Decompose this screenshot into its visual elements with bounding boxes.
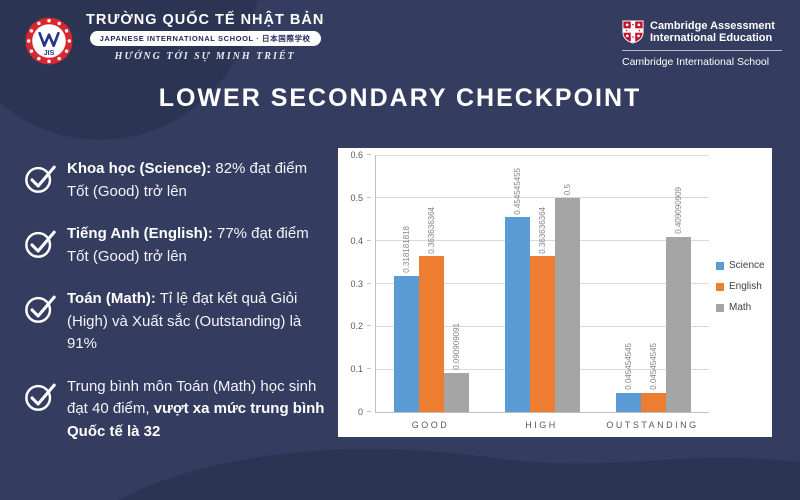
- cambridge-divider: [622, 50, 782, 52]
- bar-science-outstanding: [616, 392, 641, 412]
- checklist-bold: Tiếng Anh (English):: [67, 225, 213, 242]
- y-axis-label: 0.4: [350, 235, 363, 246]
- bar-science-high: [505, 217, 530, 412]
- school-subtitle: JAPANESE INTERNATIONAL SCHOOL · 日本国際学校: [89, 31, 321, 46]
- checklist-text: Toán (Math): Tỉ lệ đạt kết quả Giỏi (Hig…: [67, 288, 332, 356]
- cambridge-line1: Cambridge Assessment: [650, 20, 775, 32]
- gridline: [376, 154, 709, 156]
- check-icon: [25, 383, 56, 411]
- checklist-normal: 82% đạt điểm Tốt (Good) trở lên: [67, 160, 308, 200]
- bar-english-good: [419, 256, 444, 412]
- legend-swatch: [716, 282, 724, 291]
- bar-value-label: 0.5: [562, 183, 572, 195]
- checklist-text: Tiếng Anh (English): 77% đạt điểm Tốt (G…: [67, 223, 332, 268]
- y-axis-label: 0.5: [350, 192, 363, 203]
- bar-math-outstanding: [666, 236, 691, 412]
- plot-area: 0.318181818 0.363636364 0.090909091 0.45454…: [375, 154, 709, 413]
- bar-value-label: 0.363636364: [537, 206, 547, 254]
- legend-item-english: English: [716, 281, 765, 292]
- bar-science-good: [394, 275, 419, 412]
- gridline: [376, 197, 709, 199]
- check-icon: [25, 165, 56, 193]
- checklist-normal: Tỉ lệ đạt kết quả Giỏi (High) và Xuất sắ…: [67, 290, 302, 352]
- school-header: JIS TRƯỜNG QUỐC TẾ NHẬT BẢN JAPANESE INT…: [24, 12, 324, 66]
- school-motto: HƯỚNG TỚI SỰ MINH TRIẾT: [114, 51, 296, 62]
- y-axis-label: 0: [357, 407, 363, 417]
- checklist-normal: Trung bình môn Toán (Math) học sinh đạt …: [67, 377, 317, 418]
- y-tick: [367, 154, 371, 155]
- checklist-item-english: Tiếng Anh (English): 77% đạt điểm Tốt (G…: [24, 223, 332, 268]
- y-tick: [367, 239, 371, 241]
- checklist-item-math-rate: Toán (Math): Tỉ lệ đạt kết quả Giỏi (Hig…: [24, 288, 332, 356]
- chart-legend: Science English Math: [716, 260, 765, 313]
- cambridge-shield-icon: [622, 20, 644, 44]
- checklist-item-science: Khoa học (Science): 82% đạt điểm Tốt (Go…: [24, 158, 332, 203]
- x-axis-label: HIGH: [525, 420, 558, 430]
- bar-value-label: 0.090909091: [451, 323, 461, 371]
- y-axis-label: 0.1: [350, 364, 363, 375]
- bar-value-label: 0.318181818: [401, 226, 411, 273]
- x-axis-label: OUTSTANDING: [606, 420, 699, 430]
- y-tick: [367, 411, 371, 412]
- y-axis-label: 0.2: [350, 321, 363, 332]
- bar-english-high: [530, 256, 555, 412]
- y-axis-label: 0.3: [350, 278, 363, 289]
- page-title: LOWER SECONDARY CHECKPOINT: [158, 84, 642, 112]
- legend-item-math: Math: [716, 302, 765, 313]
- checklist-bold: vượt xa mức trung bình Quốc tế là 32: [67, 400, 325, 440]
- checklist-normal: 77% đạt điểm Tốt (Good) trở lên: [67, 225, 309, 265]
- bar-value-label: 0.409090909: [673, 187, 683, 234]
- school-name: TRƯỜNG QUỐC TẾ NHẬT BẢN: [86, 12, 325, 28]
- bar-english-outstanding: [641, 392, 666, 412]
- check-icon: [25, 295, 56, 323]
- gridline: [376, 240, 709, 242]
- legend-label: Math: [729, 302, 752, 313]
- school-logo-icon: JIS: [25, 17, 73, 65]
- y-axis-label: 0.6: [350, 150, 363, 160]
- cambridge-line2: International Education: [650, 32, 773, 45]
- legend-swatch: [716, 261, 724, 270]
- y-tick: [367, 325, 371, 327]
- x-axis-labels: GOOD HIGH OUTSTANDING: [375, 420, 708, 434]
- cambridge-header: Cambridge Assessment International Educa…: [622, 20, 782, 68]
- checklist-text: Trung bình môn Toán (Math) học sinh đạt …: [67, 376, 332, 444]
- x-axis-label: GOOD: [411, 420, 450, 430]
- checklist-bold: Khoa học (Science):: [67, 160, 212, 177]
- chart-panel: 0 0.1 0.2 0.3 0.4 0.5 0.6 0.318181818 0.3636363…: [338, 148, 772, 437]
- school-logo-text: JIS: [44, 50, 55, 57]
- check-icon: [25, 230, 56, 258]
- bar-value-label: 0.363636364: [426, 206, 436, 254]
- legend-item-science: Science: [716, 260, 765, 271]
- legend-swatch: [716, 303, 724, 312]
- bar-value-label: 0.454545455: [512, 167, 522, 215]
- checklist-item-math-average: Trung bình môn Toán (Math) học sinh đạt …: [24, 376, 332, 444]
- y-axis-labels: 0 0.1 0.2 0.3 0.4 0.5 0.6: [338, 150, 371, 417]
- legend-label: Science: [729, 260, 765, 271]
- bar-value-label: 0.045454545: [623, 342, 633, 390]
- legend-label: English: [729, 281, 762, 292]
- bar-math-good: [444, 373, 469, 412]
- y-tick: [367, 196, 371, 198]
- cambridge-line3: Cambridge International School: [622, 56, 770, 69]
- checklist: Khoa học (Science): 82% đạt điểm Tốt (Go…: [24, 158, 332, 443]
- checklist-bold: Toán (Math):: [67, 290, 156, 307]
- bar-value-label: 0.045454545: [648, 342, 658, 390]
- y-tick: [367, 368, 371, 370]
- bar-math-high: [555, 197, 580, 412]
- checklist-text: Khoa học (Science): 82% đạt điểm Tốt (Go…: [67, 158, 332, 203]
- y-tick: [367, 282, 371, 284]
